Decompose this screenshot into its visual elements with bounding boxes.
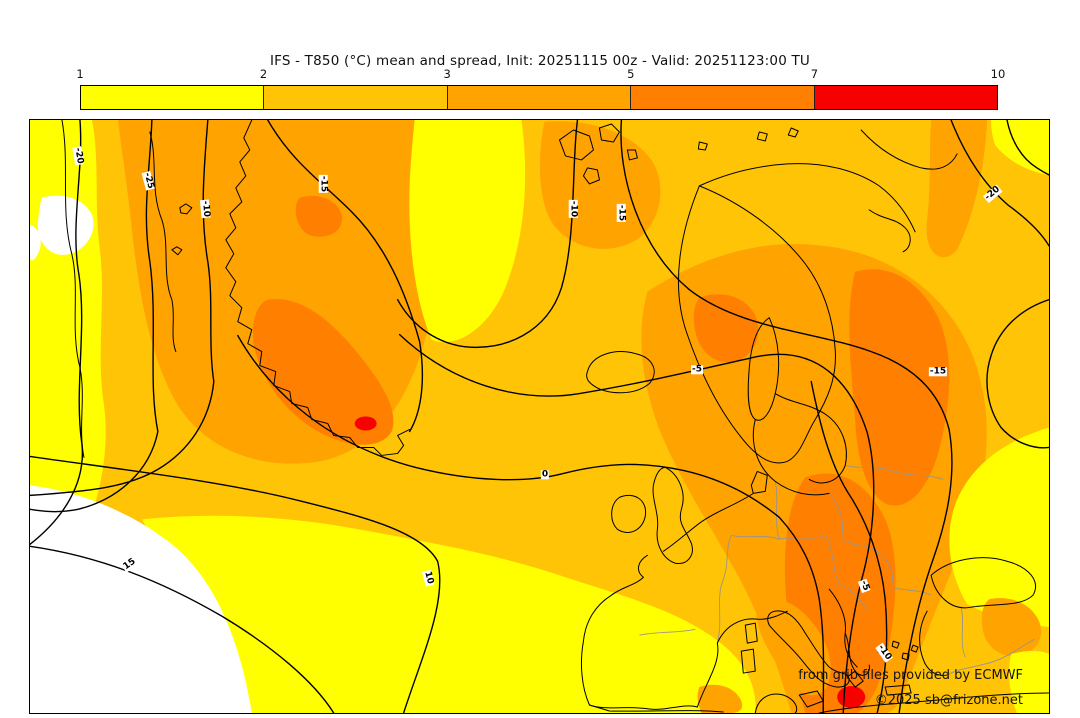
temperature-contours [30,120,1049,713]
colorbar-ticks: 1 2 3 5 7 10 [76,67,1005,83]
colorbar-wrap: 1 2 3 5 7 10 [76,67,1005,110]
attribution-line2: ©2025 sb@frizone.net [874,693,1023,708]
colorbar-tick-label: 10 [990,67,1006,81]
colorbar-tick-label: 5 [627,67,635,81]
spread-fill-regions [30,120,1049,713]
colorbar-tick-label: 2 [259,67,268,81]
colorbar-segment [81,86,265,109]
colorbar-segment [447,86,632,109]
colorbar [80,85,998,110]
colorbar-segment [814,86,998,109]
country-borders [639,464,1036,676]
colorbar-segment [631,86,815,109]
colorbar-segment [264,86,448,109]
colorbar-tick-label: 1 [76,67,84,81]
colorbar-tick-label: 3 [443,67,451,81]
map-svg [30,120,1049,713]
attribution-line1: from grib files provided by ECMWF [798,668,1023,683]
colorbar-tick-label: 7 [810,67,819,81]
chart-title: IFS - T850 (°C) mean and spread, Init: 2… [269,53,811,69]
map-panel [29,119,1050,714]
